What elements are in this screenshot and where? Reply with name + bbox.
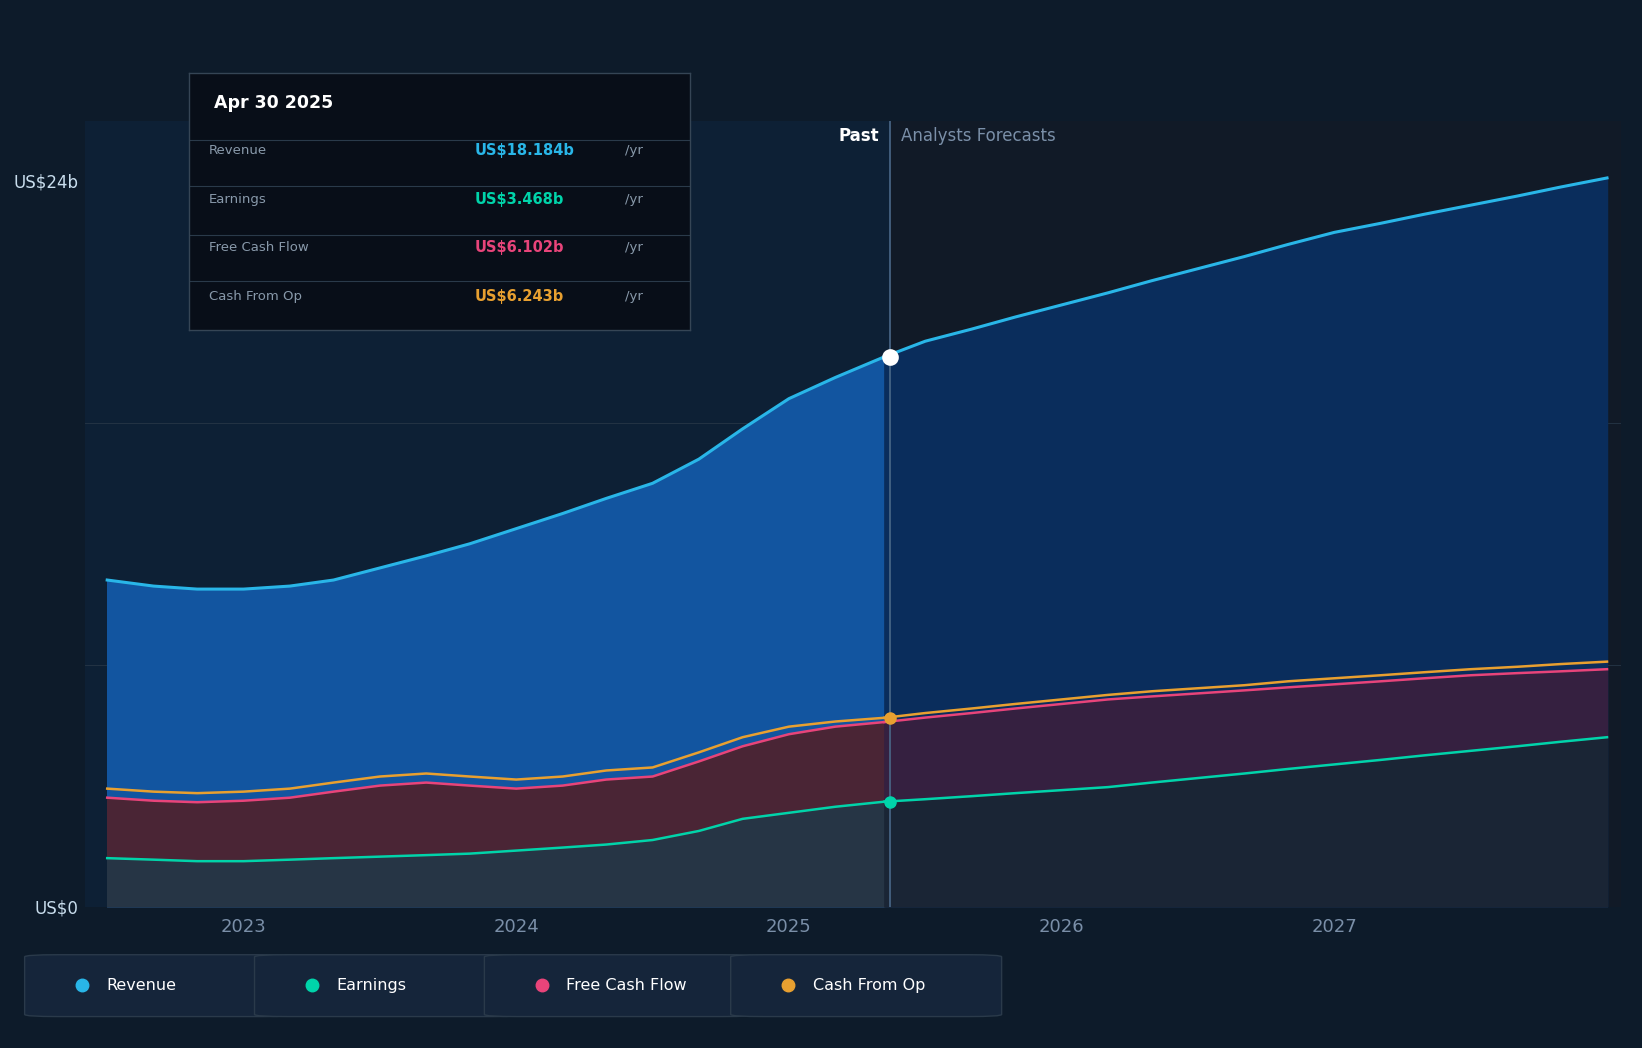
Text: /yr: /yr xyxy=(624,193,642,205)
Text: Cash From Op: Cash From Op xyxy=(813,978,924,992)
Text: Revenue: Revenue xyxy=(209,144,268,157)
Bar xyxy=(890,121,1621,907)
Text: Apr 30 2025: Apr 30 2025 xyxy=(213,94,333,112)
FancyBboxPatch shape xyxy=(484,955,755,1017)
Text: Analysts Forecasts: Analysts Forecasts xyxy=(901,127,1056,145)
Text: Free Cash Flow: Free Cash Flow xyxy=(209,241,309,255)
Text: Earnings: Earnings xyxy=(209,193,266,205)
Text: /yr: /yr xyxy=(624,144,642,157)
Bar xyxy=(85,121,890,907)
Text: US$3.468b: US$3.468b xyxy=(475,192,563,206)
FancyBboxPatch shape xyxy=(25,955,296,1017)
Text: US$6.243b: US$6.243b xyxy=(475,289,563,304)
Text: Earnings: Earnings xyxy=(337,978,407,992)
FancyBboxPatch shape xyxy=(255,955,525,1017)
Text: US$18.184b: US$18.184b xyxy=(475,143,575,158)
Text: US$6.102b: US$6.102b xyxy=(475,240,563,256)
Text: Free Cash Flow: Free Cash Flow xyxy=(566,978,686,992)
Text: Cash From Op: Cash From Op xyxy=(209,290,302,303)
FancyBboxPatch shape xyxy=(731,955,1002,1017)
Text: /yr: /yr xyxy=(624,290,642,303)
Text: Revenue: Revenue xyxy=(107,978,177,992)
Text: Past: Past xyxy=(839,127,878,145)
Text: /yr: /yr xyxy=(624,241,642,255)
